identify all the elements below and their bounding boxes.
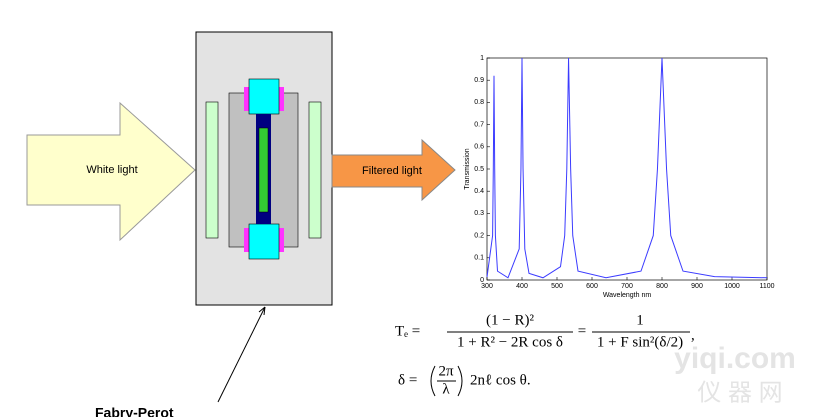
formula-equals: = [578, 323, 586, 339]
y-tick-label: 1 [480, 55, 484, 62]
formula-numerator: 2π [438, 363, 454, 379]
formula-denominator: 1 + R² − 2R cos δ [457, 334, 563, 350]
plot-area [486, 57, 768, 281]
y-tick-label: 0.1 [474, 255, 484, 262]
x-tick-label: 900 [691, 283, 703, 290]
y-tick-label: 0.3 [474, 210, 484, 217]
formula-lhs: δ = [398, 372, 417, 388]
x-tick-label: 300 [481, 283, 493, 290]
parentheses [430, 365, 463, 397]
y-tick-label: 0.7 [474, 121, 484, 128]
formula-end: , [691, 327, 695, 343]
white-light-arrow [26, 101, 196, 242]
y-tick-label: 0.9 [474, 77, 484, 84]
x-tick-label: 500 [551, 283, 563, 290]
y-tick-label: 0.5 [474, 166, 484, 173]
y-tick-label: 0.4 [474, 188, 484, 195]
y-tick-label: 0 [480, 277, 484, 284]
x-tick-label: 700 [621, 283, 633, 290]
formula-lhs: Tₑ = [395, 323, 420, 339]
y-axis-label: Transmission [464, 148, 471, 189]
x-tick-label: 1000 [724, 283, 740, 290]
cavity [258, 127, 269, 213]
formula-denominator: 1 + F sin²(δ/2) [597, 334, 683, 350]
y-tick-label: 0.6 [474, 144, 484, 151]
mirror [248, 78, 280, 115]
formula-numerator: 1 [636, 312, 644, 328]
formula-numerator: (1 − R)² [486, 312, 534, 328]
formula-rhs: 2nℓ cos θ. [470, 372, 531, 388]
transmission-line [486, 57, 768, 279]
device-label: Fabry-Perot [95, 405, 174, 417]
x-tick-label: 1100 [759, 283, 774, 290]
white-light-label: White light [86, 164, 137, 176]
x-tick-label: 400 [516, 283, 528, 290]
x-axis-label: Wavelength nm [603, 292, 652, 299]
mirror [248, 223, 280, 260]
y-tick-label: 0.8 [474, 99, 484, 106]
watermark: yiqi.com [674, 342, 796, 375]
filter-plate [308, 101, 322, 239]
y-tick-label: 0.2 [474, 232, 484, 239]
x-tick-label: 800 [656, 283, 668, 290]
filtered-light-label: Filtered light [362, 165, 422, 177]
watermark: 仪 器 网 [697, 379, 782, 406]
x-tick-label: 600 [586, 283, 598, 290]
pointer-line [217, 306, 266, 403]
filter-plate [205, 101, 219, 239]
filtered-light-arrow [331, 138, 456, 202]
formula-denominator: λ [442, 381, 450, 397]
pointer-head [258, 306, 266, 316]
